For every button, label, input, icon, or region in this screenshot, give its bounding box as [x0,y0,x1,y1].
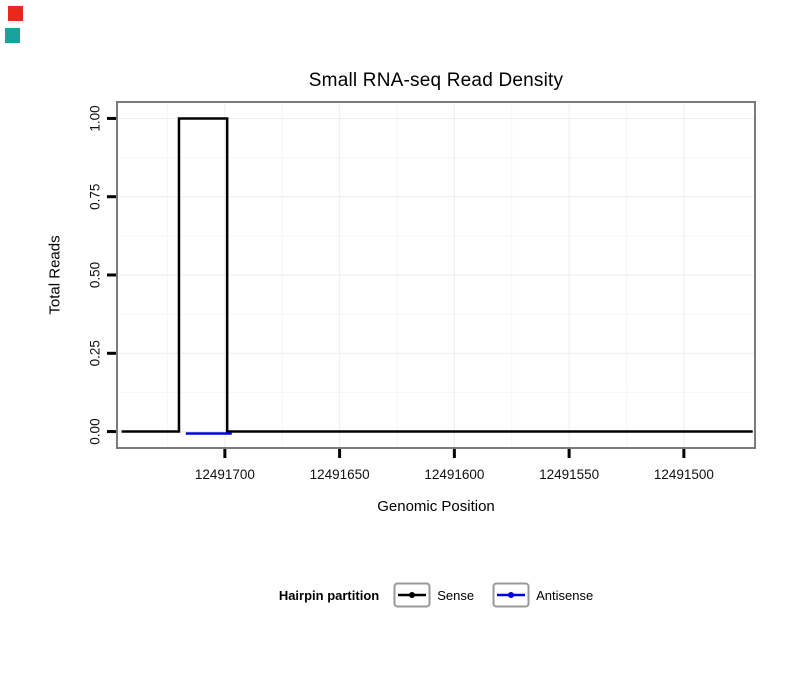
legend-label-antisense: Antisense [536,587,594,603]
x-tick-label: 12491500 [654,467,714,482]
x-tick-label: 12491550 [539,467,599,482]
legend-label-sense: Sense [437,587,475,603]
series-sense-line [121,117,753,433]
red-square-artifact [8,6,23,21]
y-tick-label: 0.25 [88,340,103,366]
panel-border [116,101,756,449]
y-tick-label: 0.00 [88,418,103,444]
x-tick-label: 12491700 [195,467,255,482]
x-tick-label: 12491600 [424,467,484,482]
legend-key-antisense-icon [492,582,530,608]
chart-title: Small RNA-seq Read Density [308,70,564,91]
teal-square-artifact [5,28,20,43]
legend-title: Hairpin partition [278,587,380,603]
y-tick-label: 0.50 [88,262,103,288]
x-axis-title: Genomic Position [377,498,495,515]
y-axis-title: Total Reads [46,235,64,315]
legend-key-sense-icon [393,582,431,608]
x-tick-label: 12491650 [310,467,370,482]
legend-entry-sense: Sense [393,582,474,608]
legend-entry-antisense: Antisense [492,582,593,608]
y-tick-label: 1.00 [88,105,103,131]
legend: Hairpin partition Sense Antisense [117,582,755,608]
y-tick-label: 0.75 [88,184,103,210]
